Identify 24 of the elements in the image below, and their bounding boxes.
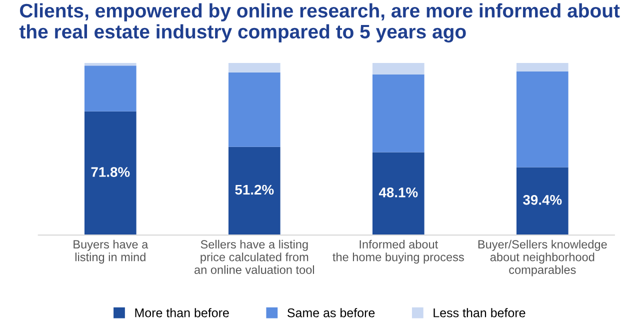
- data-label: 48.1%: [378, 188, 418, 198]
- bar: [84, 66, 136, 112]
- bar: [516, 62, 568, 72]
- bar: [516, 71, 568, 168]
- x-tick-label: Buyer/Sellers knowledge about neighborhood comparables: [478, 240, 607, 276]
- legend-label: Same as before: [287, 308, 375, 318]
- data-label: 39.4%: [523, 194, 562, 205]
- x-tick-label: Sellers have a listing price calculated from an online valuation tool: [194, 240, 314, 274]
- bar: [228, 146, 280, 236]
- bar: [372, 74, 424, 152]
- bar: [228, 62, 280, 72]
- data-label: 51.2%: [235, 184, 274, 195]
- bar: [372, 62, 424, 74]
- x-tick-label: Buyers have a listing in mind: [74, 240, 148, 264]
- bar: [228, 72, 280, 147]
- x-tick-label: Informed about the home buying process: [332, 240, 464, 264]
- bar: [84, 111, 136, 236]
- legend-label: More than before: [135, 308, 229, 318]
- legend-label: Less than before: [434, 308, 526, 318]
- chart-title: Clients, empowered by online research, are more informed about the real estate industry compared to 5 years ago: [19, 3, 620, 42]
- bar: [84, 62, 136, 66]
- bar: [372, 152, 424, 236]
- bar: [516, 167, 568, 236]
- data-label: 71.8%: [91, 167, 130, 177]
